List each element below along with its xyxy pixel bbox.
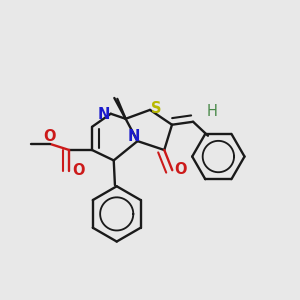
Text: O: O [72, 163, 84, 178]
Text: O: O [43, 129, 56, 144]
Text: S: S [151, 101, 162, 116]
Text: O: O [174, 162, 187, 177]
Text: N: N [98, 107, 110, 122]
Text: H: H [207, 104, 218, 119]
Text: N: N [127, 129, 140, 144]
